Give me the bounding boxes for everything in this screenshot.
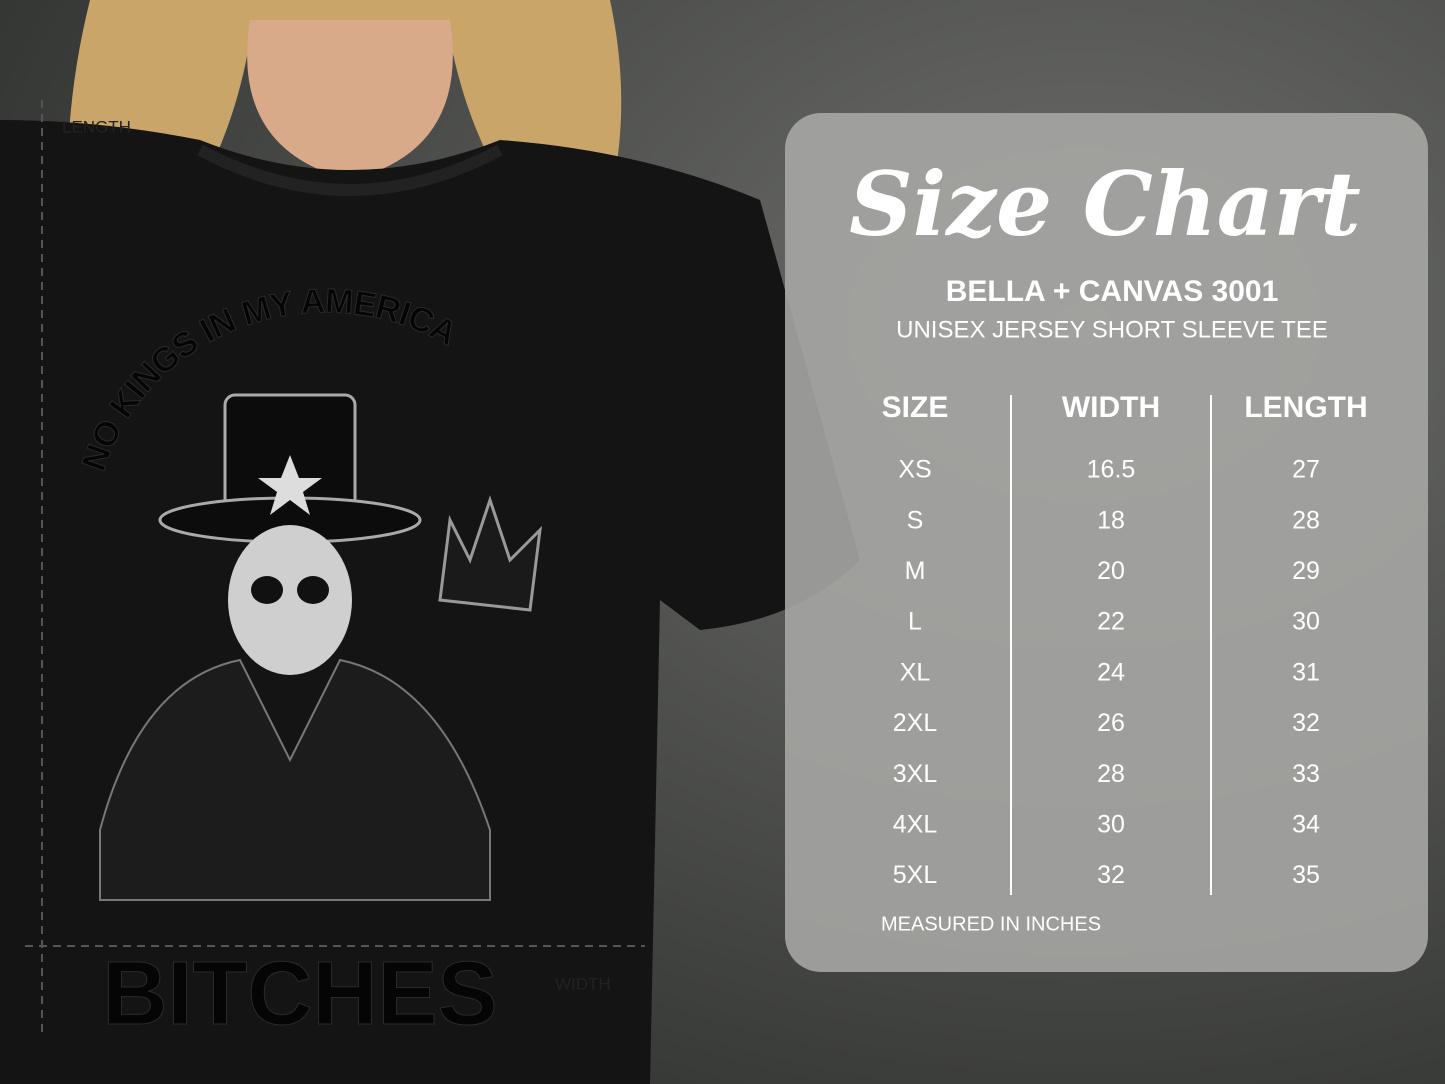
table-cell: 29 [1292,557,1320,585]
table-cell: 27 [1292,456,1320,484]
table-cell: 34 [1292,811,1320,839]
eye [297,576,329,604]
column-header: SIZE [882,391,949,424]
size-chart: Size Chart BELLA + CANVAS 3001 UNISEX JE… [785,113,1428,972]
hair [67,0,622,260]
length-label: LENGTH [62,117,131,136]
chart-title: Size Chart [849,152,1361,256]
coat [99,658,491,901]
print-text: BITCHES [102,944,497,1044]
table-cell: 30 [1097,811,1125,839]
table-cell: M [905,557,926,585]
table-cell: 22 [1097,608,1125,636]
panel [785,113,1428,972]
table-cell: 3XL [893,760,938,788]
table-cell: XL [900,658,931,686]
neck [247,20,453,180]
table-cell: 32 [1292,709,1320,737]
width-label: WIDTH [555,974,611,993]
table-cell: XS [898,456,931,484]
table-cell: 31 [1292,658,1320,686]
table-cell: 24 [1097,658,1125,686]
crown [438,495,543,612]
table-cell: 33 [1292,760,1320,788]
product-name: BELLA + CANVAS 3001 [946,275,1279,308]
table-cell: 2XL [893,709,938,737]
note: MEASURED IN INCHES [881,913,1101,935]
table-cell: 16.5 [1087,456,1136,484]
star [258,455,322,515]
table-cell: 18 [1097,506,1125,534]
table-cell: 28 [1097,760,1125,788]
table-cell: L [908,608,922,636]
table-cell: 26 [1097,709,1125,737]
table-cell: 20 [1097,557,1125,585]
table-cell: 32 [1097,861,1125,889]
table-cell: 28 [1292,506,1320,534]
table-cell: 30 [1292,608,1320,636]
table-cell: 5XL [893,861,938,889]
column-header: LENGTH [1244,391,1367,424]
column-header: WIDTH [1062,391,1160,424]
table-cell: 35 [1292,861,1320,889]
collar [197,144,503,196]
skull [228,525,352,675]
eye [251,576,283,604]
table-cell: 4XL [893,811,938,839]
product-subtitle: UNISEX JERSEY SHORT SLEEVE TEE [896,316,1328,343]
table-cell: S [907,506,924,534]
